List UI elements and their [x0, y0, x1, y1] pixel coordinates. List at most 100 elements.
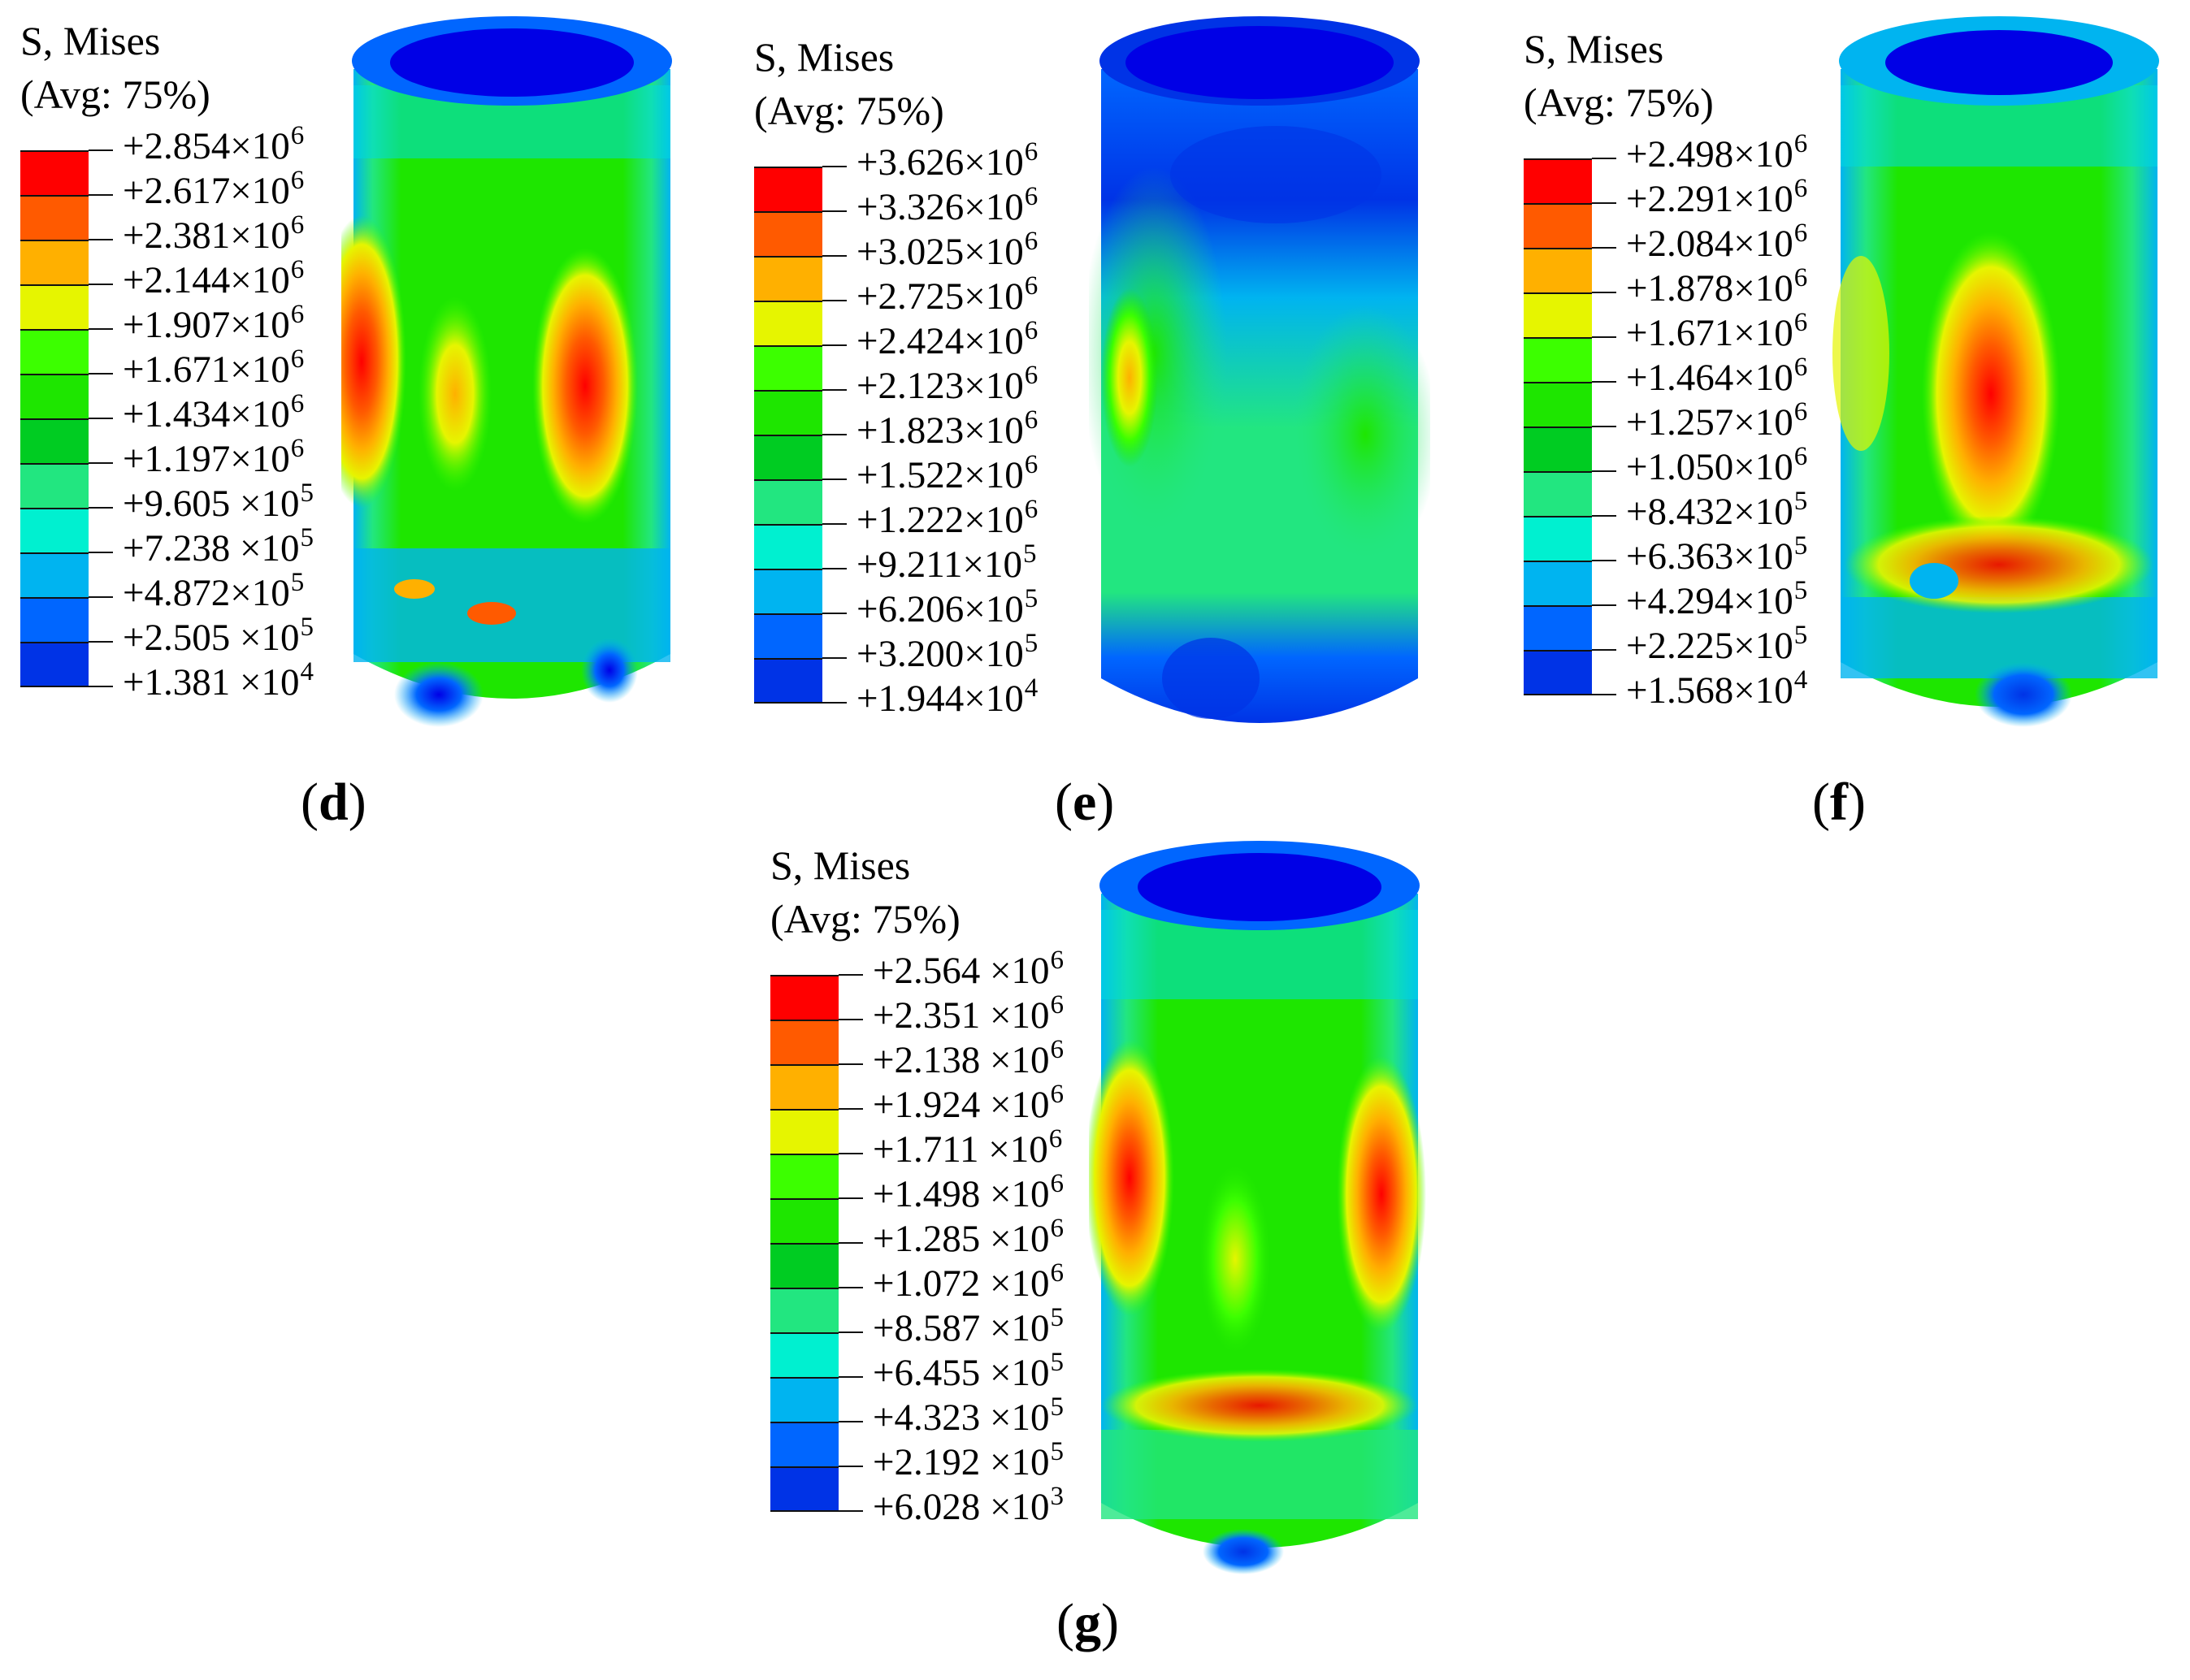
label-exponent: 3	[1050, 1482, 1065, 1511]
label-mantissa: +4.872	[123, 572, 231, 614]
legend-tick	[1592, 247, 1616, 249]
legend-subtitle: (Avg: 75%)	[20, 71, 210, 117]
label-mantissa: +2.564	[873, 950, 991, 992]
label-multiplier: ×10	[988, 1128, 1048, 1171]
label-mantissa: +1.498	[873, 1173, 991, 1215]
label-multiplier: ×10	[990, 994, 1050, 1037]
caption-paren-open: (	[1056, 1593, 1074, 1652]
legend-tick	[1524, 694, 1616, 695]
legend-row: +2.123×106	[754, 362, 1095, 435]
label-exponent: 5	[1793, 621, 1808, 650]
legend-swatch	[1524, 516, 1592, 561]
legend-label: +3.326×106	[856, 184, 1038, 227]
label-multiplier: ×10	[990, 950, 1050, 992]
label-mantissa: +1.944	[856, 678, 965, 720]
label-exponent: 6	[1793, 397, 1808, 426]
legend-label: +2.123×106	[856, 362, 1038, 407]
legend-label: +8.587 ×105	[873, 1305, 1064, 1348]
label-exponent: 5	[1023, 539, 1037, 569]
legend-scale: +2.564 ×106 +2.351 ×106 +2.138 ×106 +1.924 …	[770, 947, 1112, 1576]
legend-label: +2.351 ×106	[873, 992, 1064, 1037]
label-exponent: 6	[290, 210, 305, 240]
label-mantissa: +2.138	[873, 1039, 991, 1081]
legend-label: +2.225×105	[1626, 622, 1807, 665]
panel-d: S, Mises (Avg: 75%) +2.854×106 +2.617×106…	[0, 0, 731, 829]
legend-row: +3.626×106	[754, 139, 1095, 211]
legend: S, Mises (Avg: 75%) +2.564 ×106 +2.351 ×1…	[770, 845, 1112, 1526]
legend-label: +2.498×106	[1626, 131, 1807, 175]
legend-tick	[822, 568, 847, 569]
label-multiplier: ×10	[990, 1262, 1050, 1305]
label-multiplier: ×10	[964, 365, 1024, 407]
legend-swatch	[770, 1064, 839, 1109]
label-mantissa: +3.025	[856, 231, 965, 273]
legend-row: +2.225×105	[1524, 622, 1865, 695]
label-exponent: 6	[1024, 271, 1039, 301]
label-mantissa: +1.050	[1626, 446, 1734, 488]
legend-tick	[1592, 649, 1616, 651]
label-exponent: 4	[1793, 665, 1808, 695]
label-multiplier: ×10	[990, 1039, 1050, 1081]
label-multiplier: ×10	[964, 454, 1024, 496]
legend-tick	[89, 239, 113, 240]
panel-caption: (e)	[1055, 776, 1114, 829]
legend: S, Mises (Avg: 75%) +2.498×106 +2.291×106…	[1524, 28, 1865, 710]
legend-label: +4.872×105	[123, 569, 304, 614]
legend-tick	[1592, 560, 1616, 561]
legend-row: +1.671×106	[20, 346, 362, 418]
legend-swatch	[770, 1332, 839, 1377]
legend-swatch	[770, 1288, 839, 1332]
label-mantissa: +2.505	[123, 617, 241, 659]
legend: S, Mises (Avg: 75%) +3.626×106 +3.326×106…	[754, 34, 1095, 718]
legend-tick	[89, 149, 113, 151]
label-exponent: 5	[1793, 487, 1808, 516]
legend-label: +2.084×106	[1626, 220, 1807, 263]
legend-row: +1.498 ×106	[770, 1171, 1112, 1243]
legend-label: +3.626×106	[856, 139, 1038, 182]
legend-label: +1.434×106	[123, 391, 304, 434]
legend-tick	[822, 523, 847, 525]
legend-label: +2.192 ×105	[873, 1439, 1064, 1482]
label-multiplier: ×10	[230, 349, 290, 391]
panel-caption: (d)	[301, 776, 366, 829]
legend-row: +1.711 ×106	[770, 1126, 1112, 1198]
legend-tick	[89, 284, 113, 285]
legend-title: S, Mises	[754, 34, 895, 80]
label-exponent: 5	[300, 523, 314, 552]
legend-swatch	[20, 240, 89, 284]
legend-row: +1.285 ×106	[770, 1215, 1112, 1288]
label-mantissa: +1.257	[1626, 401, 1734, 444]
legend-tick	[89, 596, 113, 598]
legend-swatch	[20, 284, 89, 329]
label-exponent: 6	[1793, 442, 1808, 471]
legend-row: +1.671×106	[1524, 310, 1865, 382]
legend-row: +2.854×106	[20, 123, 362, 195]
legend-row: +2.291×106	[1524, 175, 1865, 248]
label-exponent: 5	[1050, 1437, 1065, 1466]
caption-paren-open: (	[1812, 773, 1830, 832]
label-exponent: 5	[1050, 1303, 1065, 1332]
legend-swatch	[20, 418, 89, 463]
legend-label: +9.211×105	[856, 541, 1037, 586]
legend-swatch	[770, 975, 839, 1020]
label-multiplier: ×10	[1733, 133, 1793, 175]
legend-tick	[770, 1510, 863, 1512]
label-exponent: 6	[1793, 308, 1808, 337]
legend-label: +2.564 ×106	[873, 947, 1064, 992]
label-exponent: 6	[1024, 137, 1039, 167]
label-multiplier: ×10	[962, 543, 1023, 586]
legend-tick	[839, 1108, 863, 1110]
legend-swatch	[770, 1243, 839, 1288]
legend-tick	[822, 300, 847, 301]
legend-tick	[839, 1153, 863, 1154]
label-mantissa: +6.455	[873, 1352, 991, 1394]
label-mantissa: +1.197	[123, 438, 231, 480]
legend-label: +3.025×106	[856, 228, 1038, 273]
legend-tick	[839, 1287, 863, 1288]
legend-tick	[822, 389, 847, 391]
legend-label: +1.498 ×106	[873, 1171, 1064, 1215]
legend-swatch	[20, 374, 89, 418]
legend-row: +2.138 ×106	[770, 1037, 1112, 1109]
legend-tick	[1592, 158, 1616, 159]
legend-label: +1.222×106	[856, 496, 1038, 539]
